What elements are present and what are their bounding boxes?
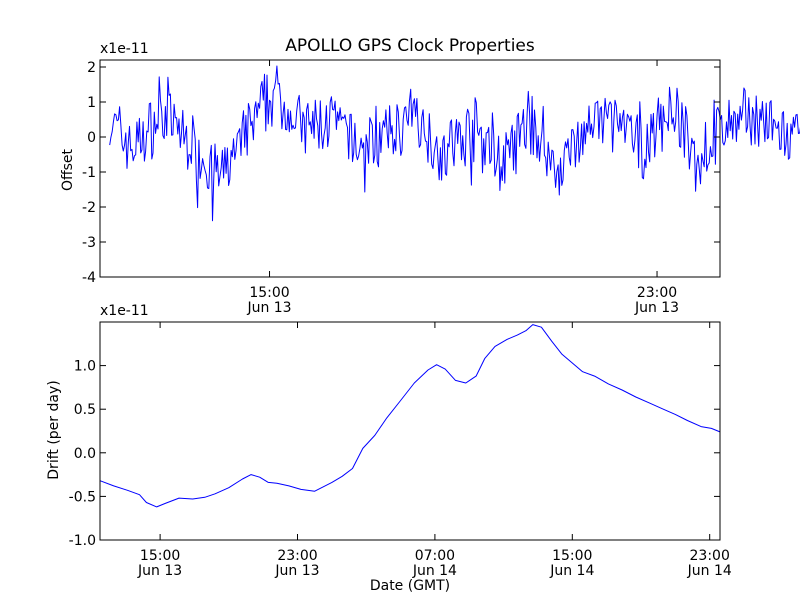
figure-title: APOLLO GPS Clock Properties — [285, 36, 535, 56]
offset-y-axis-label: Offset — [60, 148, 76, 191]
offset-y-tick-label: -4 — [82, 270, 96, 286]
drift-x-tick-date: Jun 13 — [137, 563, 182, 579]
drift-x-tick-time: 15:00 — [140, 548, 180, 564]
drift-y-tick-label: 1.0 — [74, 359, 96, 375]
offset-series-line — [109, 65, 800, 222]
drift-x-tick-time: 15:00 — [552, 548, 592, 564]
drift-y-axis-label: Drift (per day) — [46, 380, 62, 479]
drift-y-tick-label: -0.5 — [69, 489, 96, 505]
offset-y-tick-label: 1 — [87, 95, 96, 111]
drift-series-line — [99, 324, 721, 508]
offset-y-tick-label: -3 — [82, 235, 96, 251]
offset-y-tick-label: -2 — [82, 200, 96, 216]
drift-x-tick-date: Jun 13 — [274, 563, 319, 579]
drift-x-tick-date: Jun 14 — [549, 563, 594, 579]
drift-panel: x1e-11 Drift (per day) Date (GMT) 1.0 0.5… — [46, 303, 732, 594]
offset-y-tick-label: 2 — [87, 60, 96, 76]
drift-multiplier: x1e-11 — [100, 303, 149, 319]
offset-x-tick-time: 23:00 — [637, 285, 677, 301]
offset-x-tick-time: 15:00 — [249, 285, 289, 301]
offset-y-tick-label: -1 — [82, 165, 96, 181]
drift-x-tick-date: Jun 14 — [412, 563, 457, 579]
drift-y-tick-label: -1.0 — [69, 533, 96, 549]
drift-x-tick-time: 23:00 — [277, 548, 317, 564]
offset-plot-frame — [99, 59, 721, 278]
offset-multiplier: x1e-11 — [100, 41, 149, 57]
offset-y-tick-label: 0 — [87, 130, 96, 146]
drift-x-tick-time: 07:00 — [415, 548, 455, 564]
drift-y-tick-label: 0.5 — [74, 402, 96, 418]
drift-x-tick-date: Jun 14 — [687, 563, 732, 579]
offset-x-tick-date: Jun 13 — [246, 300, 291, 316]
x-axis-label: Date (GMT) — [370, 578, 450, 594]
drift-x-tick-time: 23:00 — [690, 548, 730, 564]
drift-y-tick-label: 0.0 — [74, 446, 96, 462]
offset-x-tick-date: Jun 13 — [634, 300, 679, 316]
drift-plot-frame — [99, 321, 721, 541]
